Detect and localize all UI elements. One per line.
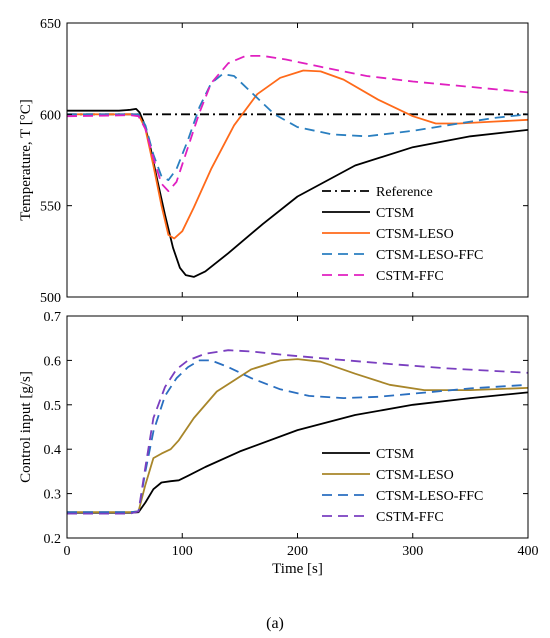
legend-label: Reference <box>376 185 433 200</box>
y-tick-label: 650 <box>40 17 61 32</box>
y-tick-label: 0.6 <box>44 354 62 369</box>
legend-label: CSTM-FFC <box>376 510 444 525</box>
x-tick-label: 300 <box>402 544 423 559</box>
x-tick-label: 200 <box>287 544 308 559</box>
legend-label: CTSM-LESO-FFC <box>376 489 483 504</box>
x-tick-label: 400 <box>518 544 539 559</box>
figure-caption: (a) <box>266 615 284 632</box>
plot-frame <box>66 315 529 539</box>
y-tick-label: 0.7 <box>44 310 62 325</box>
y-tick-label: 500 <box>40 291 61 306</box>
series-line-ctsm <box>67 108 529 278</box>
y-tick-label: 0.4 <box>44 443 62 458</box>
legend-label: CSTM-FFC <box>376 269 444 284</box>
x-axis-label: Time [s] <box>272 561 323 577</box>
series-line-cstm-ffc <box>67 349 529 515</box>
legend-label: CTSM-LESO <box>376 468 454 483</box>
legend-label: CTSM-LESO <box>376 227 454 242</box>
x-tick-label: 0 <box>64 544 71 559</box>
series-line-ctsm-leso <box>67 69 529 240</box>
y-axis-label: Temperature, T [°C] <box>18 99 34 220</box>
series-line-ctsm-leso <box>67 358 529 514</box>
x-tick-label: 100 <box>172 544 193 559</box>
y-tick-label: 600 <box>40 108 61 123</box>
legend: CTSM CTSM-LESO CTSM-LESO-FFC CSTM-FFC <box>322 447 483 525</box>
legend: Reference CTSM CTSM-LESO CTSM-LESO-FFC CSTM-… <box>322 185 483 284</box>
legend-label: CTSM-LESO-FFC <box>376 248 483 263</box>
legend-label: CTSM <box>376 206 415 221</box>
y-axis-label: Control input [g/s] <box>18 371 34 483</box>
y-tick-label: 0.3 <box>44 488 62 503</box>
temperature-chart: 500 550 600 650 Temperature, T [°C] Reference… <box>18 17 529 306</box>
y-tick-label: 550 <box>40 200 61 215</box>
control-input-chart: 0 100 200 300 400 0.2 0.3 0.4 0.5 0.6 0.7 Control i… <box>18 310 539 577</box>
series-line-ctsm <box>67 391 529 514</box>
legend-label: CTSM <box>376 447 415 462</box>
y-tick-label: 0.5 <box>44 399 62 414</box>
series-line-ctsm-leso-ffc <box>67 73 529 181</box>
y-tick-label: 0.2 <box>44 532 62 547</box>
